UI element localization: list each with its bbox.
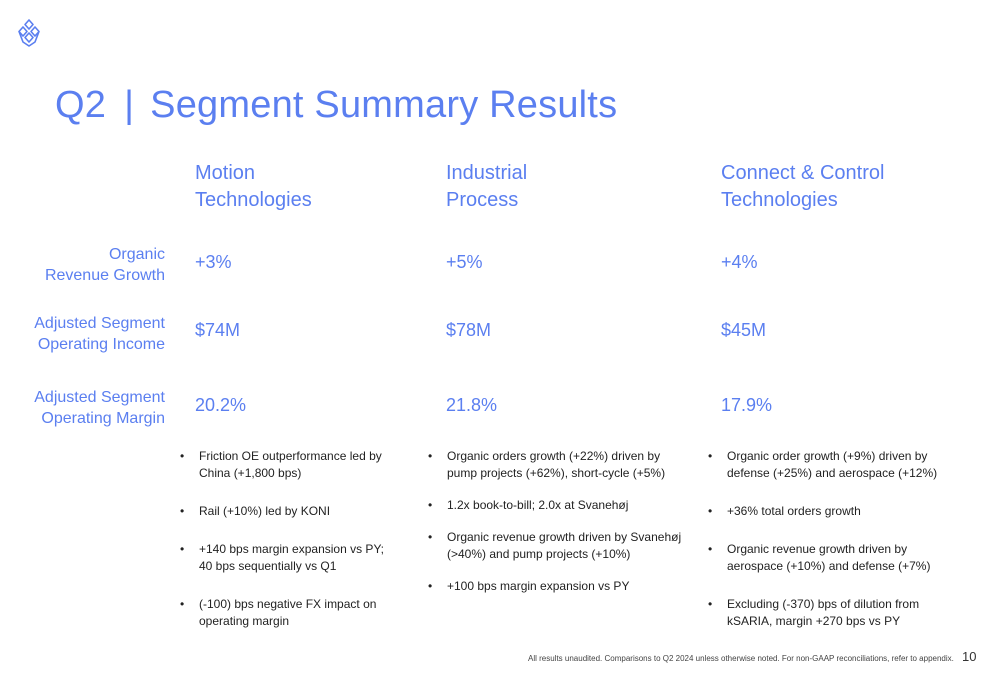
list-item: Friction OE outperformance led by China … xyxy=(177,448,392,482)
value-industrial-operating-margin: 21.8% xyxy=(446,395,498,415)
value-motion-operating-margin: 20.2% xyxy=(195,395,247,415)
row-label-adjusted-operating-margin: Adjusted Segment Operating Margin xyxy=(34,389,165,427)
list-item: +140 bps margin expansion vs PY; 40 bps … xyxy=(177,541,392,575)
list-item: Rail (+10%) led by KONI xyxy=(177,503,392,520)
value-connect-organic-growth: +4% xyxy=(721,252,758,272)
value-motion-operating-income: $74M xyxy=(195,320,241,340)
value-industrial-operating-income: $78M xyxy=(446,320,492,340)
list-item: 1.2x book-to-bill; 2.0x at Svanehøj xyxy=(425,497,690,514)
bullet-list-industrial: Organic orders growth (+22%) driven by p… xyxy=(425,448,690,610)
column-heading-motion-technologies: Motion Technologies xyxy=(195,162,312,211)
bullet-list-connect: Organic order growth (+9%) driven by def… xyxy=(705,448,950,645)
title-text: Segment Summary Results xyxy=(150,84,618,126)
value-connect-operating-margin: 17.9% xyxy=(721,395,773,415)
row-label-organic-revenue-growth: Organic Revenue Growth xyxy=(44,246,165,284)
bullet-list-motion: Friction OE outperformance led by China … xyxy=(177,448,392,645)
row-label-adjusted-operating-income: Adjusted Segment Operating Income xyxy=(34,315,165,353)
list-item: Organic order growth (+9%) driven by def… xyxy=(705,448,950,482)
page-number: 10 xyxy=(962,649,977,664)
column-heading-industrial-process: Industrial Process xyxy=(446,162,528,211)
list-item: Organic revenue growth driven by Svanehø… xyxy=(425,529,690,563)
column-heading-connect-control: Connect & Control Technologies xyxy=(721,162,885,211)
list-item: Excluding (-370) bps of dilution from kS… xyxy=(705,596,950,630)
value-industrial-organic-growth: +5% xyxy=(446,252,483,272)
title-prefix: Q2 xyxy=(55,84,107,126)
company-logo-icon xyxy=(18,19,40,47)
value-motion-organic-growth: +3% xyxy=(195,252,232,272)
footer-note: All results unaudited. Comparisons to Q2… xyxy=(528,654,954,663)
page-title: Q2 | Segment Summary Results xyxy=(55,84,617,127)
title-separator: | xyxy=(124,84,135,126)
value-connect-operating-income: $45M xyxy=(721,320,767,340)
list-item: Organic orders growth (+22%) driven by p… xyxy=(425,448,690,482)
list-item: +36% total orders growth xyxy=(705,503,950,520)
list-item: (-100) bps negative FX impact on operati… xyxy=(177,596,392,630)
list-item: +100 bps margin expansion vs PY xyxy=(425,578,690,595)
list-item: Organic revenue growth driven by aerospa… xyxy=(705,541,950,575)
